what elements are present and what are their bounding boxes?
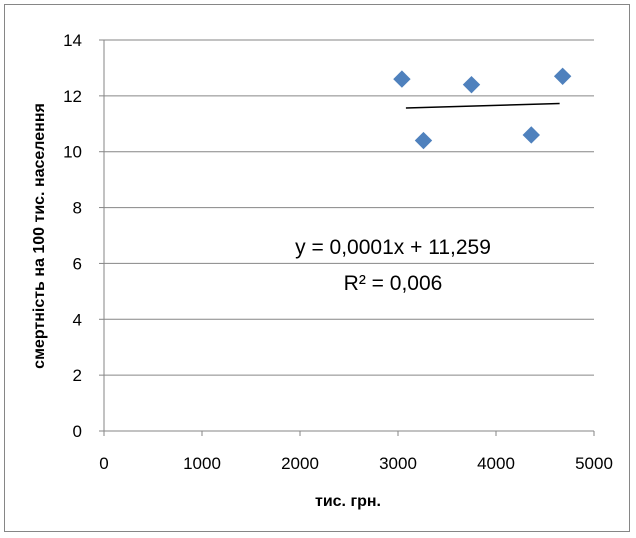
y-tick-label: 12 [63,87,82,106]
y-tick-label: 0 [73,422,82,441]
y-tick-label: 4 [73,310,82,329]
trendline-equation: y = 0,0001x + 11,259 [295,236,491,259]
x-axis-title: тис. грн. [315,493,381,510]
x-tick-label: 0 [99,454,108,473]
annotations: y = 0,0001x + 11,259 R² = 0,006 [295,236,491,295]
r-squared-label: R² = 0,006 [344,272,443,295]
y-tick-label: 14 [63,31,82,50]
x-tick-label: 4000 [477,454,515,473]
x-tick-label: 1000 [183,454,221,473]
axes [99,39,595,436]
tick-labels: 0 2 4 6 8 10 12 14 0 1000 2000 3000 4000 5000 [63,31,613,473]
data-point-2 [462,75,481,94]
y-tick-label: 6 [73,254,82,273]
x-tick-label: 2000 [281,454,319,473]
trendline [405,102,560,109]
y-tick-label: 8 [73,199,82,218]
data-point-3 [522,126,540,144]
data-points [393,67,572,150]
trendline-layer [405,102,560,109]
data-point-0 [393,70,411,88]
y-tick-label: 2 [73,366,82,385]
y-axis-title: смертність на 100 тис. населення [31,103,48,369]
chart-frame [4,4,630,532]
data-point-4 [553,67,572,86]
data-point-1 [414,131,433,150]
gridlines [104,39,594,376]
x-tick-label: 3000 [379,454,417,473]
y-tick-label: 10 [63,143,82,162]
x-tick-label: 5000 [575,454,613,473]
